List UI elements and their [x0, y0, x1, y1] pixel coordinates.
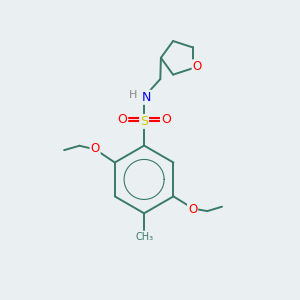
Text: O: O: [117, 113, 127, 126]
Text: CH₃: CH₃: [135, 232, 153, 242]
Text: O: O: [193, 60, 202, 73]
Text: O: O: [90, 142, 100, 155]
Text: S: S: [140, 115, 148, 128]
Text: O: O: [161, 113, 171, 126]
Text: H: H: [129, 90, 137, 100]
Text: O: O: [188, 202, 197, 215]
Text: N: N: [142, 91, 151, 104]
